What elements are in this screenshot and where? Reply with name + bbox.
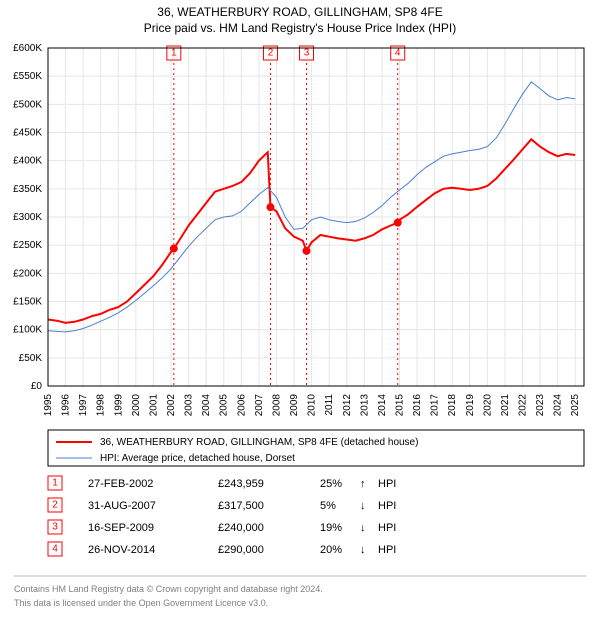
sale-rel: HPI: [378, 500, 396, 512]
y-tick-label: £400K: [13, 156, 42, 167]
footer-line-1: Contains HM Land Registry data © Crown c…: [14, 584, 323, 594]
sale-row-number: 1: [52, 478, 58, 489]
sale-rel: HPI: [378, 544, 396, 556]
sale-pct: 25%: [320, 478, 342, 490]
y-tick-label: £200K: [13, 268, 42, 279]
x-tick-label: 2004: [201, 394, 212, 417]
y-tick-label: £150K: [13, 297, 42, 308]
sale-direction-icon: ↑: [360, 478, 366, 490]
chart-title: 36, WEATHERBURY ROAD, GILLINGHAM, SP8 4F…: [157, 5, 442, 19]
sale-price: £243,959: [218, 478, 264, 490]
x-tick-label: 2023: [535, 394, 546, 417]
x-tick-label: 2011: [324, 394, 335, 416]
x-tick-label: 2007: [254, 394, 265, 417]
x-tick-label: 2017: [430, 394, 441, 417]
y-tick-label: £250K: [13, 240, 42, 251]
sale-direction-icon: ↓: [360, 544, 366, 556]
y-tick-label: £550K: [13, 71, 42, 82]
y-tick-label: £50K: [19, 353, 43, 364]
sale-pct: 20%: [320, 544, 342, 556]
x-tick-label: 2003: [184, 394, 195, 417]
sale-marker: [394, 219, 402, 227]
sale-row-number: 4: [52, 544, 58, 555]
x-tick-label: 2000: [131, 394, 142, 417]
x-tick-label: 2008: [271, 394, 282, 417]
x-tick-label: 1998: [96, 394, 107, 417]
chart-subtitle: Price paid vs. HM Land Registry's House …: [144, 21, 456, 35]
x-tick-label: 2022: [517, 394, 528, 417]
sale-badge-number: 2: [268, 48, 274, 59]
sale-rel: HPI: [378, 522, 396, 534]
sale-marker: [266, 203, 274, 211]
y-tick-label: £450K: [13, 128, 42, 139]
x-tick-label: 2006: [236, 394, 247, 417]
x-tick-label: 2009: [289, 394, 300, 417]
sale-direction-icon: ↓: [360, 500, 366, 512]
sale-badge-number: 4: [395, 48, 401, 59]
sale-date: 27-FEB-2002: [88, 478, 153, 490]
y-tick-label: £350K: [13, 184, 42, 195]
x-tick-label: 2015: [394, 394, 405, 417]
sale-badge-number: 1: [171, 48, 177, 59]
x-tick-label: 2012: [342, 394, 353, 417]
sale-rel: HPI: [378, 478, 396, 490]
x-tick-label: 2018: [447, 394, 458, 417]
x-tick-label: 1997: [78, 394, 89, 417]
x-tick-label: 2001: [148, 394, 159, 417]
x-tick-label: 2013: [359, 394, 370, 417]
x-tick-label: 2005: [219, 394, 230, 417]
y-tick-label: £300K: [13, 212, 42, 223]
x-tick-label: 2019: [465, 394, 476, 417]
y-tick-label: £600K: [13, 43, 42, 54]
x-tick-label: 1996: [61, 394, 72, 417]
x-tick-label: 2016: [412, 394, 423, 417]
sale-date: 26-NOV-2014: [88, 544, 155, 556]
sale-row-number: 3: [52, 522, 58, 533]
x-tick-label: 2014: [377, 394, 388, 417]
sale-pct: 19%: [320, 522, 342, 534]
sale-date: 31-AUG-2007: [88, 500, 156, 512]
footer-line-2: This data is licensed under the Open Gov…: [14, 598, 268, 608]
sale-price: £240,000: [218, 522, 264, 534]
legend-label: HPI: Average price, detached house, Dors…: [100, 453, 295, 464]
sale-marker: [303, 247, 311, 255]
sale-marker: [170, 245, 178, 253]
legend-label: 36, WEATHERBURY ROAD, GILLINGHAM, SP8 4F…: [100, 437, 418, 448]
x-tick-label: 2024: [553, 394, 564, 417]
x-tick-label: 2020: [482, 394, 493, 417]
price-chart: 36, WEATHERBURY ROAD, GILLINGHAM, SP8 4F…: [0, 0, 600, 620]
x-tick-label: 2010: [307, 394, 318, 417]
sale-badge-number: 3: [304, 48, 310, 59]
sale-date: 16-SEP-2009: [88, 522, 154, 534]
x-tick-label: 2021: [500, 394, 511, 417]
x-tick-label: 1999: [113, 394, 124, 417]
sale-row-number: 2: [52, 500, 58, 511]
y-tick-label: £500K: [13, 99, 42, 110]
x-tick-label: 1995: [43, 394, 54, 417]
sale-direction-icon: ↓: [360, 522, 366, 534]
x-tick-label: 2002: [166, 394, 177, 417]
y-tick-label: £0: [31, 381, 43, 392]
x-tick-label: 2025: [570, 394, 581, 417]
sale-price: £290,000: [218, 544, 264, 556]
y-tick-label: £100K: [13, 325, 42, 336]
sale-price: £317,500: [218, 500, 264, 512]
sale-pct: 5%: [320, 500, 336, 512]
